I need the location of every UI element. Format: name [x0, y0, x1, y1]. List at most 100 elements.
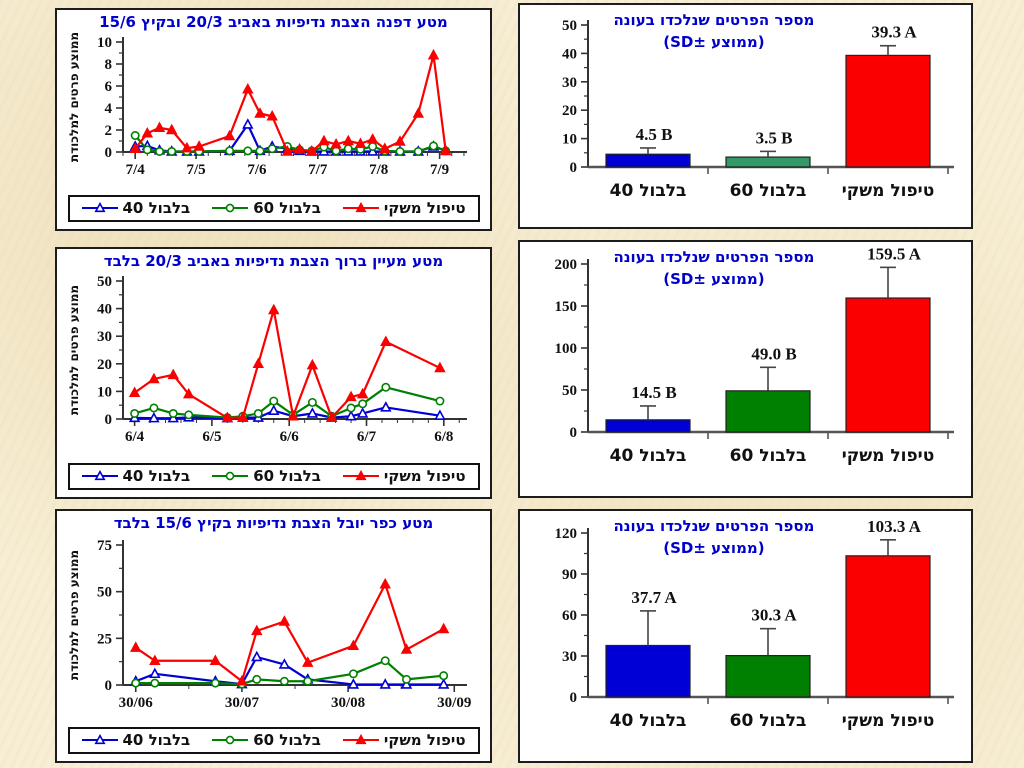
svg-text:8: 8: [105, 57, 113, 73]
green-circle-marker-icon: [212, 470, 249, 482]
bar-category-label: בלבול 60: [729, 711, 807, 731]
blue-triangle-marker-icon: [81, 202, 118, 214]
svg-text:10: 10: [562, 132, 577, 148]
legend-entry-tipul-mishki: טיפול משקי: [342, 731, 466, 749]
bar-category-label: טיפול משקי: [841, 711, 935, 731]
svg-text:7/6: 7/6: [247, 162, 267, 178]
svg-text:30/07: 30/07: [225, 695, 260, 711]
legend-label: בלבול 60: [253, 731, 321, 749]
svg-text:49.0 B: 49.0 B: [751, 344, 796, 363]
legend-entry-bilbul-40: בלבול 40: [81, 731, 190, 749]
chart-title: מטע דפנה הצבת נדיפיות באביב 20/3 ובקיץ 1…: [99, 13, 448, 31]
svg-text:7/8: 7/8: [369, 162, 388, 178]
svg-text:50: 50: [97, 585, 112, 601]
legend-label: בלבול 40: [122, 199, 191, 217]
svg-text:40: 40: [562, 46, 577, 62]
svg-text:75: 75: [97, 538, 112, 554]
chart-title-line1: מספר הפרטים שנלכדו בעונה: [613, 11, 815, 29]
green-circle-marker-icon: [212, 734, 249, 746]
panel-dafna-season-bar-chart: מספר הפרטים שנלכדו בעונה (ממוצע ±SD) 0 10…: [518, 3, 973, 229]
bar-category-label: טיפול משקי: [841, 446, 935, 466]
svg-text:4.5 B: 4.5 B: [636, 125, 673, 144]
chart-title-line1: מספר הפרטים שנלכדו בעונה: [613, 248, 815, 266]
svg-text:25: 25: [97, 631, 112, 647]
chart-title-line2: (ממוצע ±SD): [663, 33, 765, 51]
bar-chart-svg: 0 50 100 150 200 14.5 B 49.0 B 159.5 A: [555, 248, 954, 441]
legend-label: בלבול 40: [122, 467, 191, 485]
legend-entry-bilbul-60: בלבול 60: [212, 467, 321, 485]
legend-entry-tipul-mishki: טיפול משקי: [342, 199, 466, 217]
svg-text:0: 0: [105, 412, 113, 428]
svg-text:30/09: 30/09: [437, 695, 471, 711]
panel-kfar-yuval-season-bar-chart: מספר הפרטים שנלכדו בעונה (ממוצע ±SD) 0 30…: [518, 509, 973, 763]
legend-label: טיפול משקי: [383, 467, 466, 485]
chart-title-line1: מספר הפרטים שנלכדו בעונה: [613, 517, 815, 535]
series-triangle-filled: [128, 303, 446, 423]
bar-chart-svg: 0 10 20 30 40 50 4.5 B 3.5 B 39.3 A: [562, 18, 954, 176]
line-chart-svg: 0 10 20 30 40 50 6/4 6/5 6/6 6/7 6/8: [97, 274, 467, 445]
series-triangle-filled: [129, 48, 452, 156]
svg-text:6: 6: [105, 79, 113, 95]
panel-maayan-baruch-season-bar-chart: מספר הפרטים שנלכדו בעונה (ממוצע ±SD) 0 50…: [518, 240, 973, 498]
svg-text:0: 0: [570, 160, 578, 176]
line-chart-svg: 0 25 50 75 30/06 30/07 30/08 30/09: [97, 538, 471, 711]
svg-text:120: 120: [555, 526, 578, 542]
svg-text:100: 100: [555, 341, 578, 357]
bar-category-label: בלבול 40: [609, 711, 687, 731]
legend-label: טיפול משקי: [383, 731, 466, 749]
svg-text:14.5 B: 14.5 B: [631, 383, 676, 402]
chart-title-line2: (ממוצע ±SD): [663, 539, 765, 557]
svg-text:150: 150: [555, 299, 578, 315]
svg-text:30: 30: [562, 649, 577, 665]
svg-text:4: 4: [105, 101, 113, 117]
bar-category-label: בלבול 60: [729, 181, 807, 201]
svg-text:6/7: 6/7: [357, 429, 377, 445]
svg-text:20: 20: [562, 103, 577, 119]
legend-label: טיפול משקי: [383, 199, 466, 217]
svg-text:2: 2: [105, 123, 113, 139]
svg-text:7/9: 7/9: [430, 162, 449, 178]
bar-category-label: בלבול 60: [729, 446, 807, 466]
svg-text:40: 40: [97, 302, 112, 318]
svg-text:103.3 A: 103.3 A: [867, 517, 922, 536]
svg-text:6/4: 6/4: [125, 429, 145, 445]
red-triangle-marker-icon: [342, 202, 379, 214]
svg-text:39.3 A: 39.3 A: [871, 23, 917, 42]
svg-text:7/5: 7/5: [186, 162, 205, 178]
svg-text:30: 30: [562, 75, 577, 91]
svg-text:50: 50: [562, 383, 577, 399]
blue-triangle-marker-icon: [81, 734, 118, 746]
series-triangle-filled: [130, 577, 450, 686]
svg-text:90: 90: [562, 567, 577, 583]
chart-title-line2: (ממוצע ±SD): [663, 270, 765, 288]
svg-text:6/5: 6/5: [202, 429, 221, 445]
legend-label: בלבול 60: [253, 199, 321, 217]
svg-text:10: 10: [97, 35, 112, 51]
bar-category-label: בלבול 40: [609, 446, 687, 466]
svg-text:37.7 A: 37.7 A: [631, 588, 677, 607]
panel-kfar-yuval-line-chart: מטע כפר יובל הצבת נדיפיות בקיץ 15/6 בלבד…: [55, 509, 492, 763]
legend-entry-bilbul-40: בלבול 40: [81, 467, 190, 485]
chart-legend: בלבול 40 בלבול 60 טיפול משקי: [67, 727, 480, 754]
line-chart-svg: 0 2 4 6 8 10 7/4 7/5 7/6 7/7 7/8 7/9: [97, 35, 467, 178]
legend-label: בלבול 40: [122, 731, 191, 749]
chart-legend: בלבול 40 בלבול 60 טיפול משקי: [67, 195, 480, 222]
svg-text:0: 0: [570, 425, 578, 441]
chart-legend: בלבול 40 בלבול 60 טיפול משקי: [67, 463, 480, 490]
svg-text:7/7: 7/7: [308, 162, 328, 178]
legend-entry-bilbul-60: בלבול 60: [212, 199, 321, 217]
bar-chart-svg: 0 30 60 90 120 37.7 A 30.3 A 103.3 A: [555, 517, 954, 706]
svg-text:6/8: 6/8: [434, 429, 453, 445]
svg-text:6/6: 6/6: [280, 429, 300, 445]
legend-entry-bilbul-40: בלבול 40: [81, 199, 190, 217]
legend-entry-tipul-mishki: טיפול משקי: [342, 467, 466, 485]
svg-text:30/06: 30/06: [119, 695, 154, 711]
panel-maayan-baruch-line-chart: מטע מעיין ברוך הצבת נדיפיות באביב 20/3 ב…: [55, 247, 492, 499]
svg-text:3.5 B: 3.5 B: [756, 128, 793, 147]
red-triangle-marker-icon: [342, 470, 379, 482]
bar-category-label: טיפול משקי: [841, 181, 935, 201]
svg-text:50: 50: [562, 18, 577, 34]
legend-entry-bilbul-60: בלבול 60: [212, 731, 321, 749]
svg-text:30.3 A: 30.3 A: [751, 606, 797, 625]
